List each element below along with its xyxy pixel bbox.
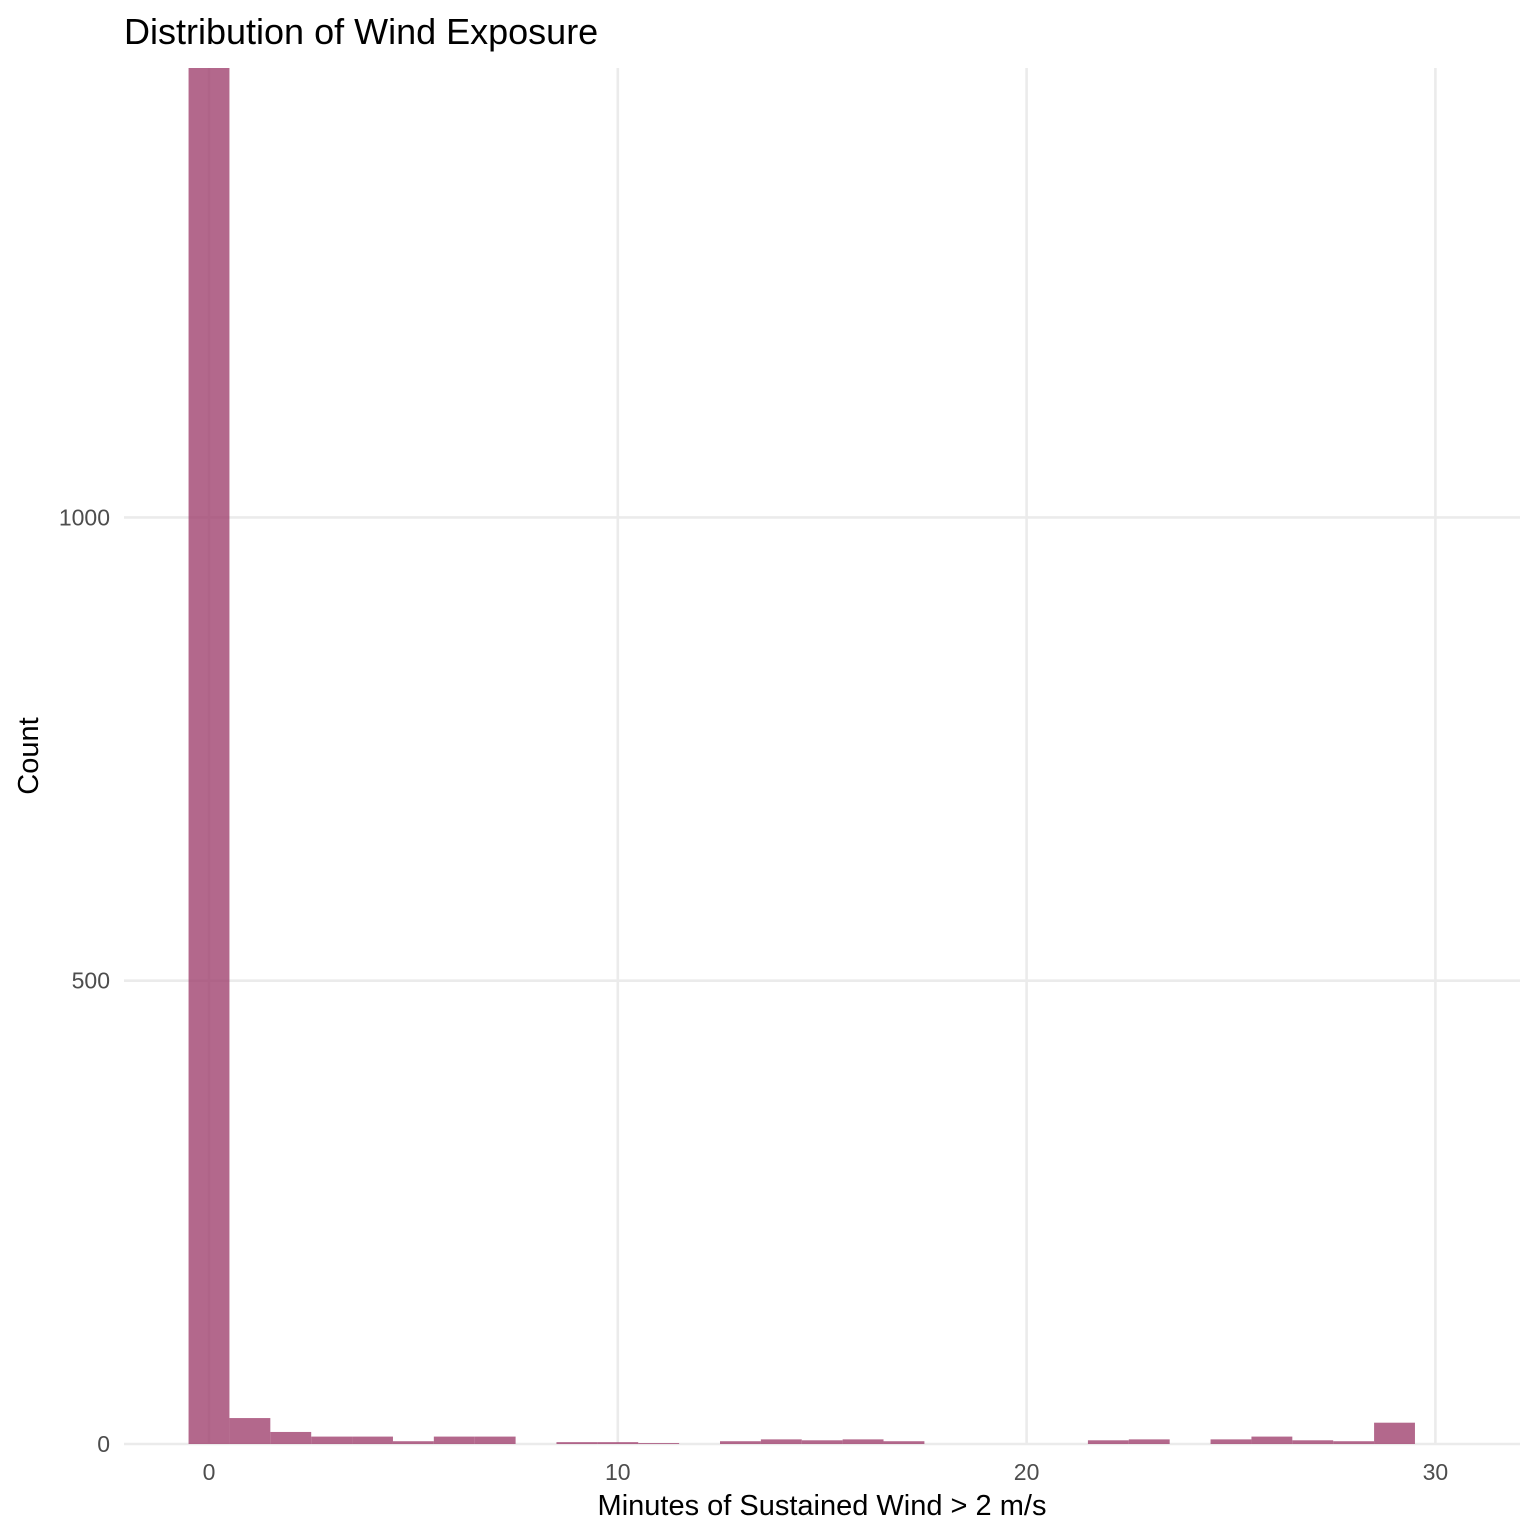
bars-layer [188, 68, 1415, 1444]
histogram-bar [883, 1441, 925, 1444]
histogram-bar [1374, 1422, 1415, 1444]
histogram-bar [1333, 1441, 1375, 1444]
x-axis-title: Minutes of Sustained Wind > 2 m/s [598, 1490, 1047, 1522]
y-tick-label: 1000 [59, 504, 110, 530]
x-tick-label: 20 [1014, 1459, 1040, 1485]
histogram-bar [1210, 1439, 1252, 1444]
chart-title: Distribution of Wind Exposure [124, 11, 598, 52]
histogram-bar [311, 1436, 353, 1444]
histogram-bar [720, 1441, 761, 1444]
x-tick-label: 0 [203, 1459, 216, 1485]
histogram-bar [638, 1443, 680, 1444]
histogram-bar [392, 1441, 434, 1444]
histogram-bar [801, 1440, 843, 1444]
y-axis-title: Count [13, 717, 45, 794]
histogram-bar [433, 1436, 475, 1444]
grid-layer [124, 68, 1520, 1446]
histogram-bar [1292, 1440, 1334, 1444]
histogram-bar [270, 1431, 312, 1444]
histogram-bar [597, 1442, 639, 1444]
x-tick-label: 30 [1423, 1459, 1449, 1485]
x-tick-label: 10 [605, 1459, 631, 1485]
histogram-bar [556, 1442, 598, 1444]
tick-labels-layer: 0 500 1000 0 10 20 30 [59, 504, 1448, 1485]
histogram-bar [1087, 1440, 1129, 1444]
y-tick-label: 500 [72, 968, 110, 994]
histogram-bar [229, 1418, 271, 1444]
histogram-bar [188, 68, 230, 1444]
histogram-bar [474, 1436, 516, 1444]
y-tick-label: 0 [97, 1431, 110, 1457]
histogram-bar [352, 1436, 393, 1444]
histogram-bar [1251, 1436, 1293, 1444]
histogram-bar [760, 1439, 802, 1444]
histogram-bar [842, 1439, 884, 1444]
histogram-bar [1128, 1439, 1170, 1444]
